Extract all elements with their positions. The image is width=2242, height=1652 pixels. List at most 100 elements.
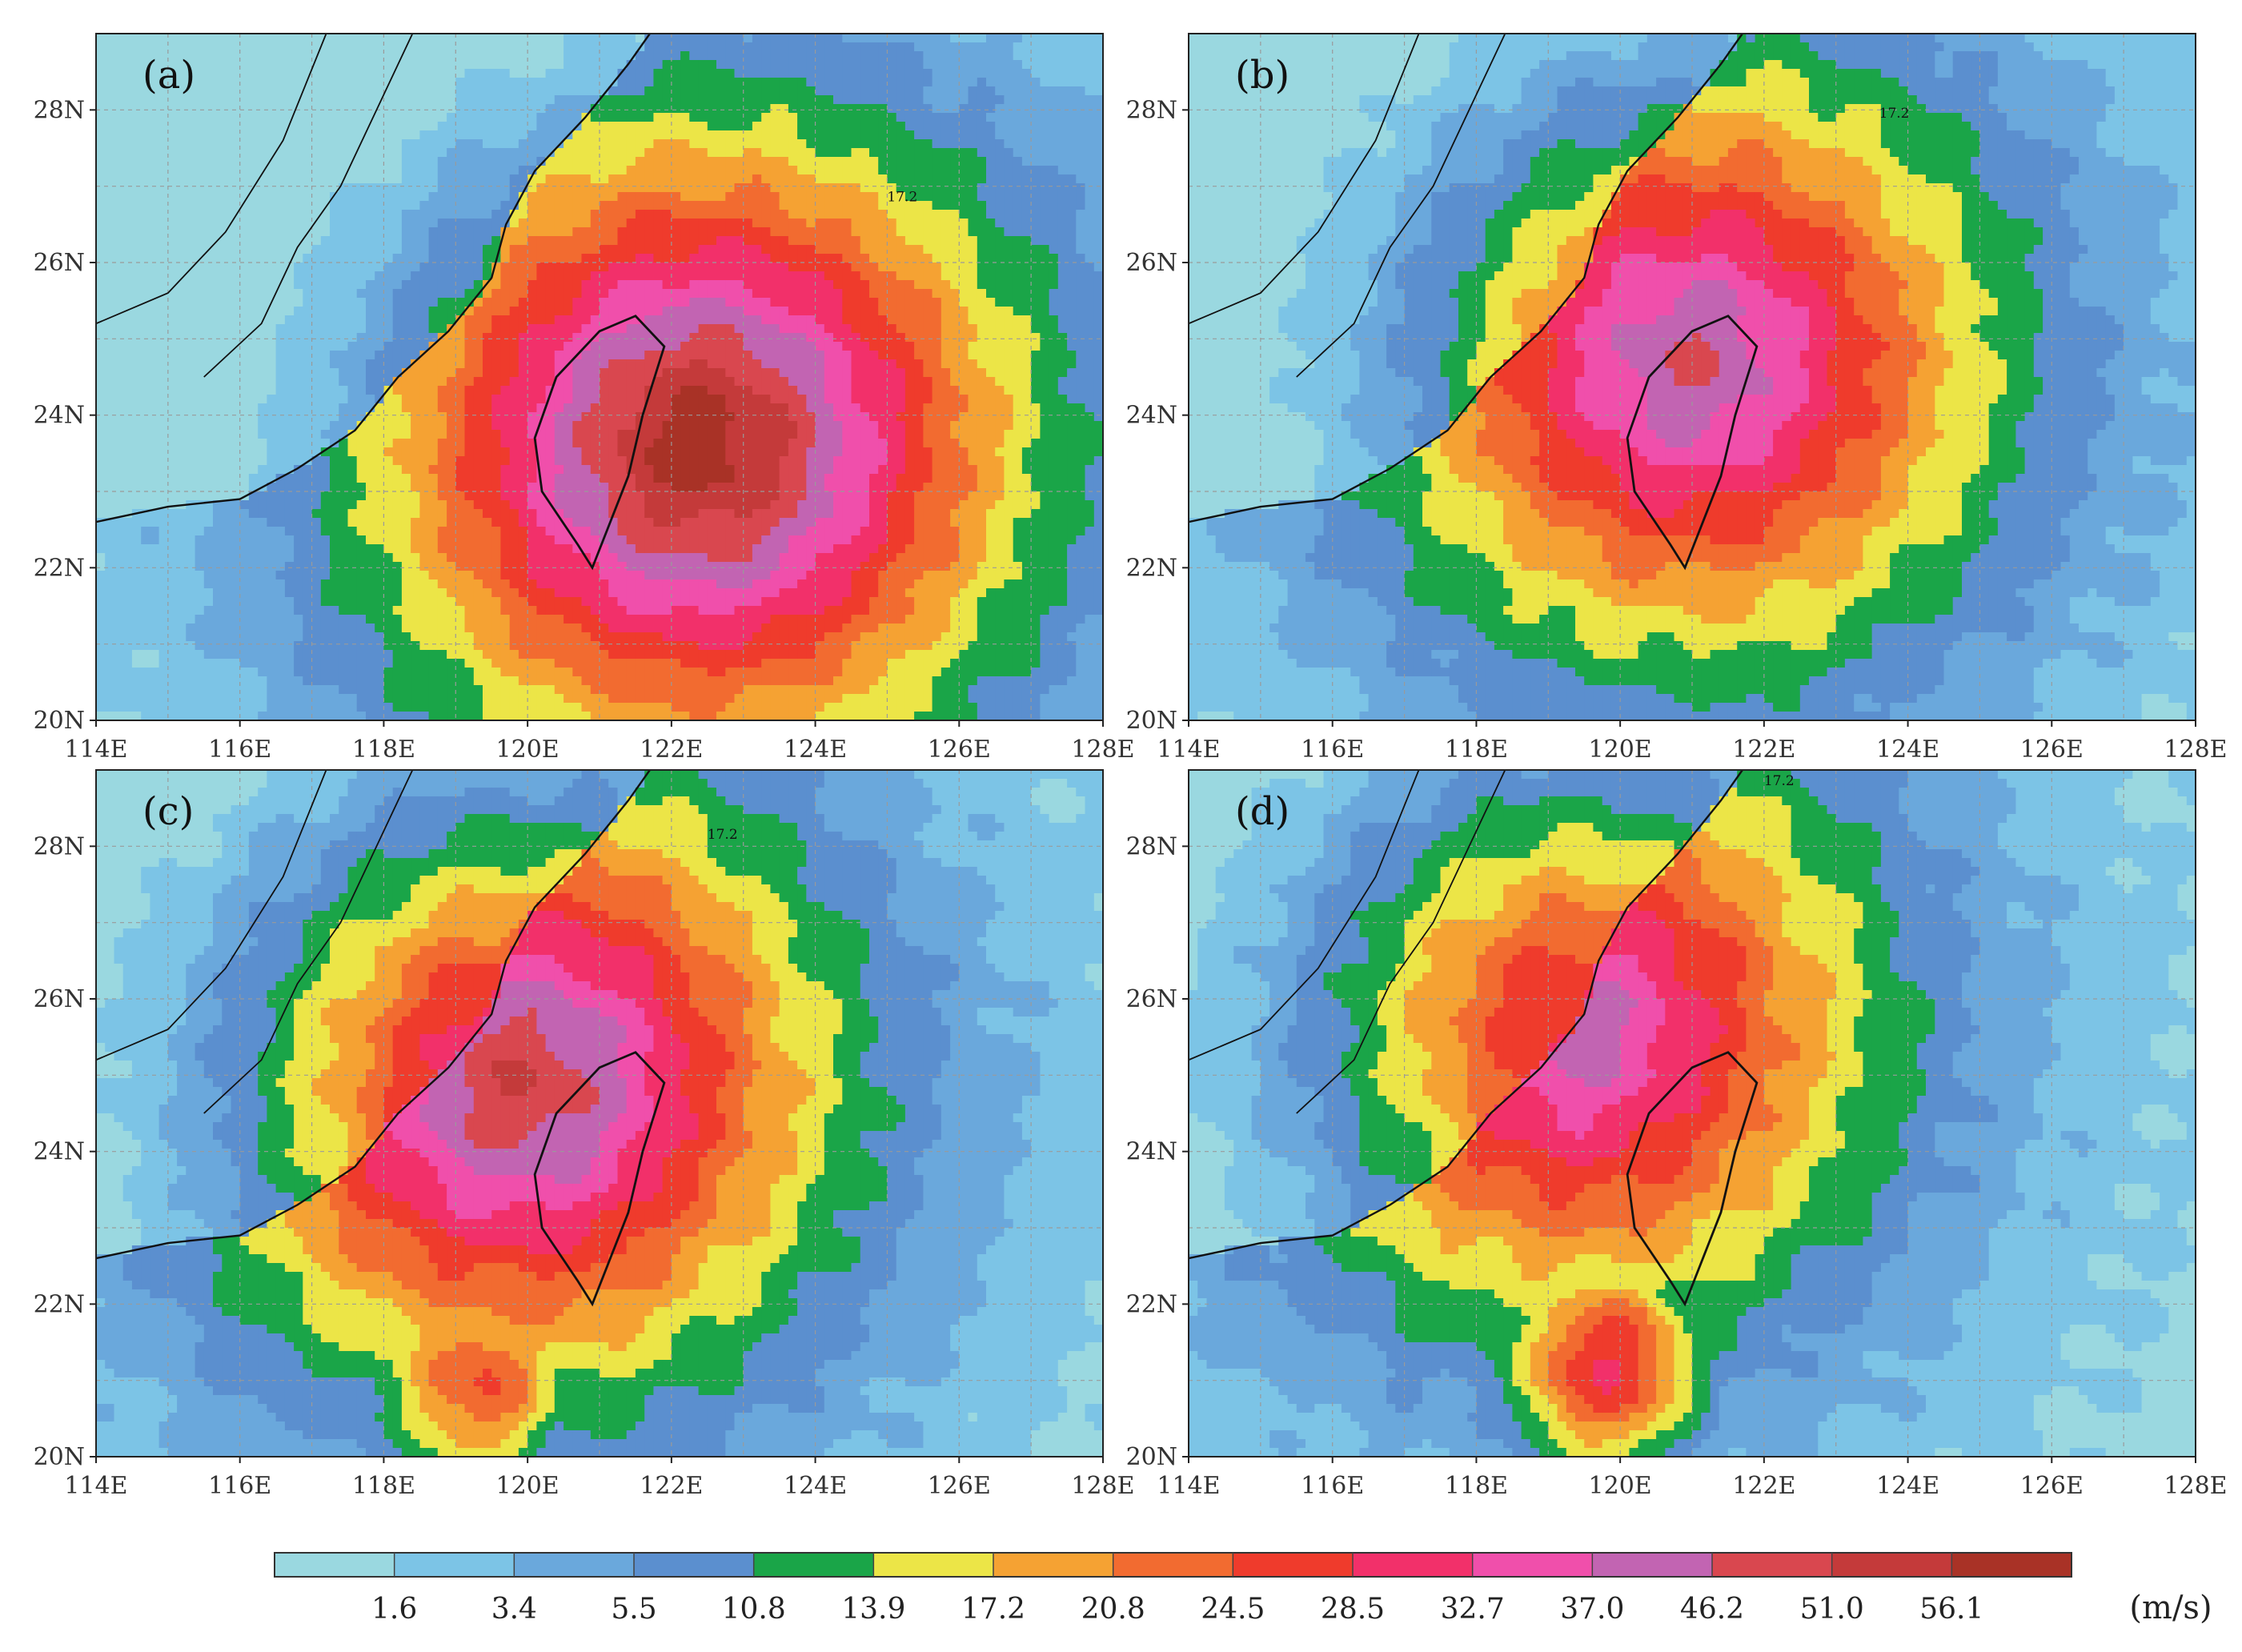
lon-tick-label: 124E: [784, 1472, 847, 1500]
panel-frame: [95, 769, 1104, 1458]
lon-tick-label: 120E: [496, 1472, 559, 1500]
lon-tick-label: 122E: [1732, 1472, 1795, 1500]
lat-tick-label: 22N: [34, 554, 85, 582]
colorbar: 1.6 3.4 5.5 10.8 13.9 17.2 20.8 24.5 28.5 32.7 37.…: [274, 1552, 2212, 1626]
province-border: [203, 34, 414, 378]
lon-tick-label: 114E: [64, 736, 127, 764]
lon-tick-label: 118E: [352, 736, 415, 764]
taiwan-outline: [1626, 1051, 1759, 1307]
colorbar-frame: [274, 1552, 2072, 1578]
map-panel: 17.2 (b) 114E 116E 118E 120E 122E 124E 126E 128E 2…: [1126, 33, 2228, 764]
colorbar-level-label: 20.8: [1081, 1593, 1145, 1626]
lon-tick-label: 116E: [208, 736, 271, 764]
coastline: [1189, 770, 1759, 1307]
contour-label: 17.2: [708, 827, 738, 843]
graticule: [96, 34, 1103, 720]
taiwan-outline: [533, 1051, 666, 1307]
colorbar-level-label: 3.4: [491, 1593, 537, 1626]
colorbar-level-label: 37.0: [1560, 1593, 1624, 1626]
lat-tick-label: 26N: [1126, 249, 1177, 277]
lon-tick-label: 120E: [496, 736, 559, 764]
mainland-coastline: [96, 770, 651, 1260]
province-border: [1189, 34, 1420, 325]
colorbar-swatch: [1951, 1553, 2072, 1577]
graticule: [1189, 34, 2196, 720]
lon-tick-label: 116E: [1301, 736, 1364, 764]
colorbar-level-label: 32.7: [1441, 1593, 1505, 1626]
panel-label: (a): [142, 53, 195, 98]
lat-tick-label: 20N: [1126, 707, 1177, 735]
lon-tick-label: 124E: [784, 736, 847, 764]
colorbar-level-label: 46.2: [1680, 1593, 1744, 1626]
colorbar-swatch: [873, 1553, 994, 1577]
map-panel: 17.2 (a) 114E 116E 118E 120E 122E 124E 126E 128E 2…: [34, 33, 1135, 764]
mainland-coastline: [96, 34, 651, 523]
lon-tick-label: 116E: [208, 1472, 271, 1500]
lon-tick-label: 128E: [1071, 736, 1134, 764]
lon-tick-label: 118E: [1445, 736, 1508, 764]
lon-tick-label: 128E: [2164, 1472, 2227, 1500]
lon-tick-label: 128E: [1071, 1472, 1134, 1500]
wind-speed-shading: [1189, 34, 2196, 720]
mainland-coastline: [1189, 770, 1743, 1260]
colorbar-swatch: [1472, 1553, 1593, 1577]
province-border: [1296, 34, 1506, 378]
colorbar-level-label: 13.9: [841, 1593, 905, 1626]
wind-speed-shading: [96, 34, 1103, 720]
province-border: [1296, 770, 1506, 1114]
lon-tick-label: 122E: [640, 736, 703, 764]
colorbar-swatch: [275, 1553, 395, 1577]
colorbar-level-label: 10.8: [722, 1593, 786, 1626]
colorbar-swatch: [1353, 1553, 1474, 1577]
colorbar-swatch: [753, 1553, 874, 1577]
lat-tick-label: 24N: [34, 1138, 85, 1166]
lon-tick-label: 124E: [1876, 736, 1939, 764]
lat-tick-label: 22N: [1126, 1290, 1177, 1318]
lon-tick-label: 126E: [928, 736, 991, 764]
lat-tick-label: 26N: [1126, 985, 1177, 1013]
colorbar-swatch: [1831, 1553, 1952, 1577]
panel-frame: [95, 33, 1104, 721]
lon-tick-label: 118E: [1445, 1472, 1508, 1500]
colorbar-swatch: [634, 1553, 755, 1577]
lat-tick-label: 20N: [34, 707, 85, 735]
lon-tick-label: 120E: [1589, 1472, 1652, 1500]
colorbar-level-label: 17.2: [961, 1593, 1025, 1626]
lat-tick-label: 20N: [34, 1443, 85, 1471]
lat-tick-label: 28N: [34, 832, 85, 860]
province-border: [96, 34, 327, 325]
graticule: [96, 770, 1103, 1457]
panel-frame: [1188, 33, 2196, 721]
lat-tick-label: 22N: [1126, 554, 1177, 582]
contour-label: 17.2: [1879, 106, 1910, 122]
lat-tick-label: 24N: [34, 402, 85, 430]
lon-tick-label: 118E: [352, 1472, 415, 1500]
colorbar-level-label: 24.5: [1201, 1593, 1265, 1626]
lon-tick-label: 122E: [1732, 736, 1795, 764]
lon-tick-label: 126E: [928, 1472, 991, 1500]
colorbar-swatch: [1233, 1553, 1354, 1577]
lon-tick-label: 120E: [1589, 736, 1652, 764]
coastline: [96, 770, 666, 1307]
lat-tick-label: 26N: [34, 249, 85, 277]
lat-tick-label: 28N: [1126, 832, 1177, 860]
graticule: [1189, 770, 2196, 1457]
lat-tick-label: 20N: [1126, 1443, 1177, 1471]
map-panel: 17.2 (c) 114E 116E 118E 120E 122E 124E 126E 128E 2…: [34, 769, 1135, 1500]
lon-tick-label: 126E: [2020, 1472, 2084, 1500]
taiwan-outline: [533, 315, 666, 571]
panel-label: (b): [1235, 53, 1289, 98]
mainland-coastline: [1189, 34, 1743, 523]
lat-tick-label: 24N: [1126, 1138, 1177, 1166]
colorbar-level-label: 56.1: [1919, 1593, 1983, 1626]
colorbar-level-label: 5.5: [611, 1593, 656, 1626]
panel-frame: [1188, 769, 2196, 1458]
lon-tick-label: 122E: [640, 1472, 703, 1500]
wind-speed-shading: [96, 770, 1103, 1457]
colorbar-swatch: [514, 1553, 635, 1577]
colorbar-swatch: [1113, 1553, 1233, 1577]
colorbar-swatch: [1712, 1553, 1833, 1577]
map-panel: 17.2 (d) 114E 116E 118E 120E 122E 124E 126E 128E 2…: [1126, 769, 2228, 1500]
taiwan-outline: [1626, 315, 1759, 571]
